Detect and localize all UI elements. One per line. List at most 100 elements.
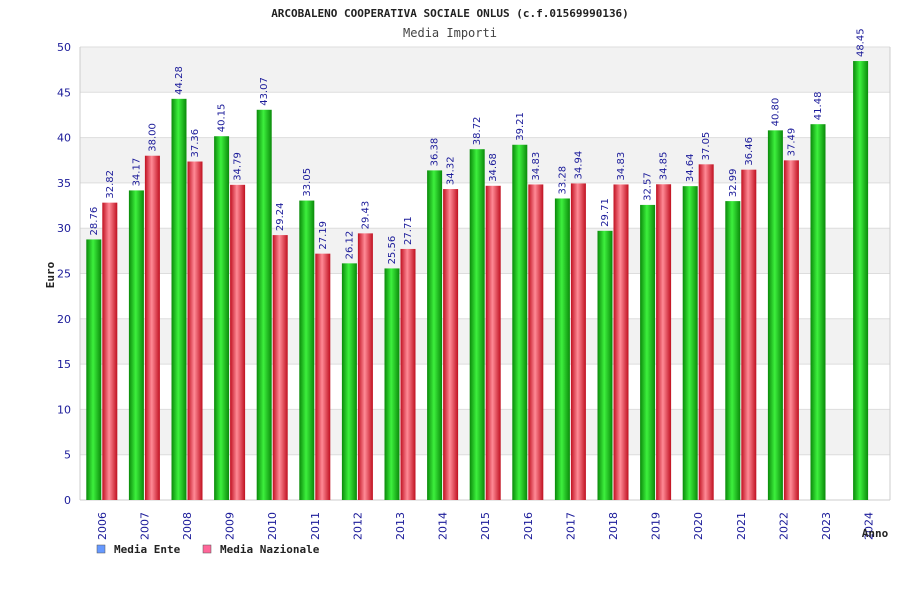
y-axis-ticks: 0 5 10 15 20 25 30 35 40 45 50	[57, 41, 71, 507]
bar-media-nazionale	[272, 235, 288, 500]
data-label: 33.05	[302, 168, 313, 197]
data-label: 33.28	[557, 166, 568, 195]
y-tick-label: 20	[57, 313, 71, 326]
data-label: 25.56	[387, 236, 398, 265]
x-tick-label: 2006	[96, 512, 109, 540]
bar-media-nazionale	[102, 202, 118, 500]
bar-media-nazionale	[741, 169, 757, 500]
bar-media-ente	[427, 170, 443, 500]
data-label: 26.12	[344, 231, 355, 260]
x-tick-label: 2011	[309, 512, 322, 540]
data-label: 39.21	[515, 112, 526, 141]
data-label: 29.24	[275, 202, 286, 231]
data-label: 27.19	[318, 221, 329, 250]
bar-media-ente	[554, 198, 570, 500]
bar-media-ente	[597, 230, 613, 500]
legend: Media Ente Media Nazionale	[96, 543, 320, 556]
y-tick-label: 0	[64, 494, 71, 507]
bar-media-ente	[214, 136, 230, 500]
bar-media-nazionale	[187, 161, 203, 500]
data-label: 37.05	[701, 132, 712, 161]
data-label: 34.83	[531, 152, 542, 181]
data-label: 44.28	[174, 66, 185, 95]
bar-media-ente	[512, 144, 528, 501]
bar-media-ente	[682, 186, 698, 500]
data-label: 34.64	[685, 154, 696, 183]
data-label: 27.71	[403, 216, 414, 245]
y-tick-label: 25	[57, 268, 71, 281]
data-label: 36.46	[744, 137, 755, 166]
bar-media-ente	[384, 268, 400, 500]
data-label: 29.71	[600, 198, 611, 227]
data-label: 34.83	[616, 152, 627, 181]
y-tick-label: 40	[57, 132, 71, 145]
x-tick-label: 2010	[266, 512, 279, 540]
data-label: 40.15	[217, 104, 228, 133]
bar-media-nazionale	[315, 253, 331, 500]
bar-media-ente	[640, 204, 656, 500]
x-tick-label: 2023	[820, 512, 833, 540]
bar-media-nazionale	[783, 160, 799, 500]
x-tick-label: 2014	[437, 512, 450, 540]
x-tick-label: 2020	[692, 512, 705, 540]
data-label: 34.17	[131, 158, 142, 187]
data-label: 34.85	[659, 152, 670, 181]
data-label: 37.49	[786, 128, 797, 157]
data-label: 28.76	[89, 207, 100, 236]
data-label: 34.68	[488, 153, 499, 182]
bar-media-nazionale	[400, 248, 416, 500]
x-tick-label: 2022	[777, 512, 790, 540]
plot-band	[80, 92, 890, 138]
x-tick-label: 2009	[224, 512, 237, 540]
y-tick-label: 5	[64, 449, 71, 462]
bar-media-ente	[469, 149, 485, 501]
data-label: 32.99	[728, 168, 739, 197]
data-label: 40.80	[770, 98, 781, 127]
bar-media-ente	[86, 239, 102, 501]
x-axis-label: Anno	[862, 527, 889, 540]
y-tick-label: 15	[57, 358, 71, 371]
bar-media-ente	[341, 263, 357, 500]
data-label: 32.57	[643, 172, 654, 201]
data-label: 38.00	[147, 123, 158, 152]
bar-media-nazionale	[570, 183, 586, 500]
y-tick-label: 50	[57, 41, 71, 54]
x-tick-label: 2007	[138, 512, 151, 540]
chart-subtitle: Media Importi	[403, 26, 497, 40]
bar-media-ente	[810, 124, 826, 501]
x-tick-label: 2017	[564, 512, 577, 540]
legend-label-media-nazionale: Media Nazionale	[220, 543, 320, 556]
data-label: 34.79	[233, 152, 244, 181]
bar-media-ente	[128, 190, 144, 500]
bar-media-nazionale	[443, 189, 459, 501]
x-tick-label: 2012	[351, 512, 364, 540]
data-labels: 28.76 32.82 34.17 38.00 44.28 37.36 40.15 34.79…	[89, 28, 867, 264]
chart-title: ARCOBALENO COOPERATIVA SOCIALE ONLUS (c.…	[271, 7, 629, 20]
data-label: 43.07	[259, 77, 270, 106]
data-label: 32.82	[105, 170, 116, 199]
data-label: 38.72	[472, 117, 483, 146]
bar-media-nazionale	[528, 184, 544, 501]
x-tick-label: 2016	[522, 512, 535, 540]
y-tick-label: 35	[57, 177, 71, 190]
x-tick-label: 2019	[650, 512, 663, 540]
x-tick-label: 2013	[394, 512, 407, 540]
x-axis-ticks: 2006 2007 2008 2009 2010 2011 2012 2013 2014 2015…	[96, 512, 876, 540]
bar-media-ente	[256, 109, 272, 500]
bar-media-nazionale	[230, 184, 246, 500]
x-tick-label: 2015	[479, 512, 492, 540]
data-label: 34.32	[446, 156, 457, 185]
x-tick-label: 2018	[607, 512, 620, 540]
bar-media-nazionale	[485, 185, 501, 500]
y-tick-label: 30	[57, 222, 71, 235]
bars	[86, 61, 869, 501]
bar-media-nazionale	[357, 233, 373, 500]
legend-swatch-media-nazionale	[202, 544, 212, 554]
bar-media-ente	[725, 201, 741, 500]
data-label: 48.45	[856, 28, 867, 57]
bar-media-ente	[171, 98, 187, 501]
x-tick-label: 2008	[181, 512, 194, 540]
bar-media-nazionale	[656, 184, 672, 500]
x-tick-label: 2024	[863, 512, 876, 540]
